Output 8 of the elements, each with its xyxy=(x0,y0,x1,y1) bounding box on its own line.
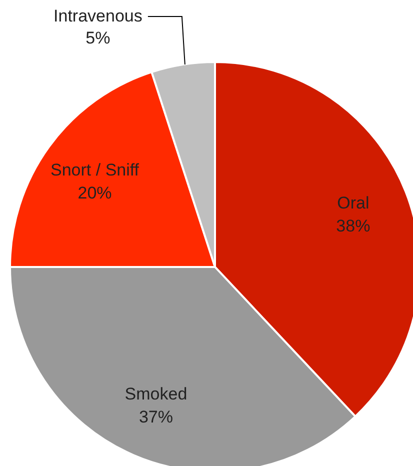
slice-label: Oral xyxy=(337,193,370,212)
slice-label: Snort / Sniff xyxy=(50,160,140,180)
slice-label: Smoked xyxy=(124,384,188,404)
data-label: 38% xyxy=(336,216,370,236)
slice-label: Intravenous xyxy=(54,6,142,26)
data-label: 20% xyxy=(78,184,112,203)
data-label: 5% xyxy=(86,28,110,48)
data-label: 37% xyxy=(138,407,173,426)
